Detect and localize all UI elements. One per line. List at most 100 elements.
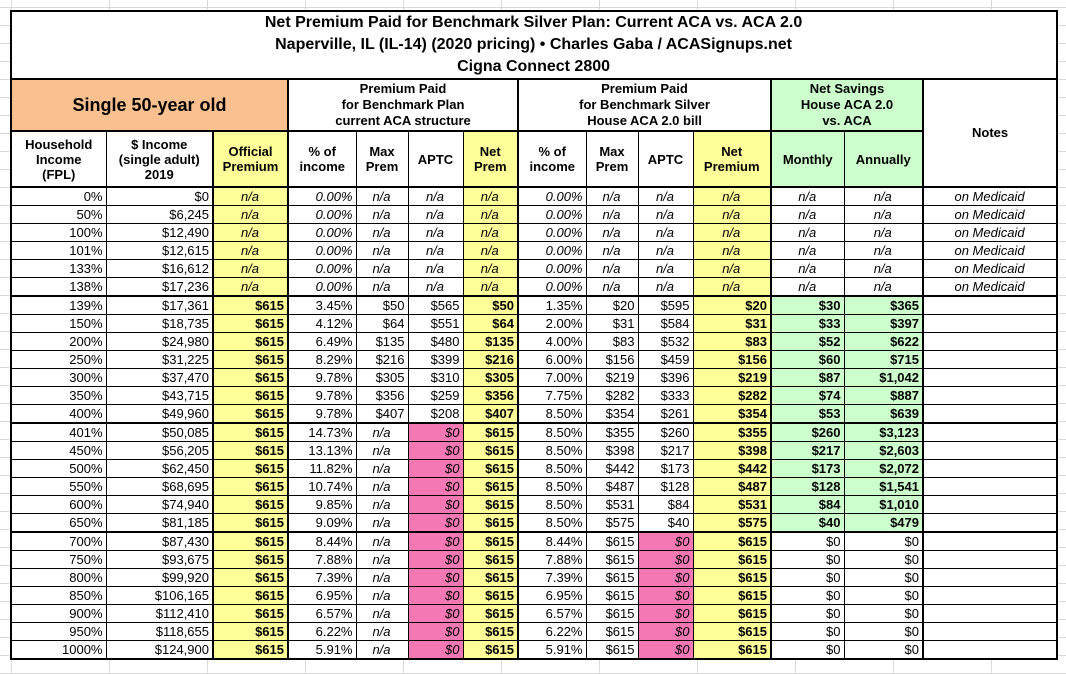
cell[interactable]: 7.39% <box>287 568 357 587</box>
cell[interactable]: $0 <box>843 550 924 569</box>
cell[interactable]: $2,072 <box>843 459 924 478</box>
cell[interactable]: n/a <box>585 241 639 260</box>
cell[interactable]: $615 <box>212 622 289 641</box>
cell[interactable]: $615 <box>212 314 289 333</box>
cell[interactable]: n/a <box>843 241 924 260</box>
cell[interactable]: n/a <box>407 186 464 206</box>
cell[interactable]: 700% <box>10 531 107 551</box>
cell[interactable]: $355 <box>692 422 772 442</box>
cell[interactable]: 8.50% <box>517 477 587 496</box>
cell[interactable]: n/a <box>355 241 409 260</box>
cell[interactable]: 13.13% <box>287 441 357 460</box>
cell[interactable]: $0 <box>843 640 924 660</box>
cell[interactable]: n/a <box>407 205 464 224</box>
cell[interactable]: $407 <box>462 404 519 424</box>
cell[interactable]: $615 <box>212 604 289 623</box>
cell[interactable]: 4.00% <box>517 332 587 351</box>
cell[interactable]: $260 <box>637 422 694 442</box>
cell[interactable]: 7.75% <box>517 386 587 405</box>
cell[interactable]: 950% <box>10 622 107 641</box>
cell[interactable]: 8.50% <box>517 459 587 478</box>
cell[interactable]: $33 <box>770 314 845 333</box>
cell[interactable]: 4.12% <box>287 314 357 333</box>
cell[interactable]: $31 <box>692 314 772 333</box>
cell[interactable]: $442 <box>692 459 772 478</box>
header-house-pct-of-income[interactable]: % of income <box>517 130 587 188</box>
header-house-max-prem[interactable]: Max Prem <box>585 130 639 188</box>
table-title[interactable]: Net Premium Paid for Benchmark Silver Pl… <box>10 10 1058 80</box>
cell[interactable]: n/a <box>355 441 409 460</box>
cell[interactable] <box>921 314 1058 333</box>
cell[interactable]: n/a <box>692 259 772 278</box>
cell[interactable]: $0 <box>407 422 464 442</box>
group-header-current-aca[interactable]: Premium Paid for Benchmark Plan current … <box>287 78 519 132</box>
cell[interactable]: $0 <box>407 495 464 514</box>
cell[interactable]: $50 <box>355 295 409 315</box>
cell[interactable]: n/a <box>843 205 924 224</box>
cell[interactable]: $0 <box>407 531 464 551</box>
cell[interactable]: $64 <box>355 314 409 333</box>
cell[interactable]: 0.00% <box>517 241 587 260</box>
cell[interactable]: $565 <box>407 295 464 315</box>
cell[interactable]: n/a <box>355 531 409 551</box>
cell[interactable]: on Medicaid <box>921 241 1058 260</box>
cell[interactable]: $208 <box>407 404 464 424</box>
cell[interactable]: $615 <box>585 640 639 660</box>
cell[interactable]: $0 <box>637 622 694 641</box>
cell[interactable]: on Medicaid <box>921 205 1058 224</box>
cell[interactable]: $0 <box>770 531 845 551</box>
cell[interactable]: $282 <box>585 386 639 405</box>
cell[interactable]: 9.78% <box>287 404 357 424</box>
cell[interactable]: $442 <box>585 459 639 478</box>
cell[interactable]: 9.85% <box>287 495 357 514</box>
cell[interactable] <box>921 495 1058 514</box>
cell[interactable]: $135 <box>355 332 409 351</box>
cell[interactable]: $0 <box>843 568 924 587</box>
cell[interactable]: 350% <box>10 386 107 405</box>
cell[interactable]: n/a <box>355 422 409 442</box>
cell[interactable]: $6,245 <box>105 205 214 224</box>
cell[interactable]: $615 <box>212 350 289 369</box>
cell[interactable]: $615 <box>212 477 289 496</box>
cell[interactable]: 14.73% <box>287 422 357 442</box>
cell[interactable]: $487 <box>585 477 639 496</box>
cell[interactable]: n/a <box>407 259 464 278</box>
cell[interactable]: $397 <box>843 314 924 333</box>
cell[interactable]: $217 <box>637 441 694 460</box>
cell[interactable]: 0.00% <box>517 259 587 278</box>
cell[interactable]: n/a <box>355 495 409 514</box>
cell[interactable]: 0.00% <box>517 223 587 242</box>
cell[interactable]: 7.88% <box>517 550 587 569</box>
cell[interactable]: $52 <box>770 332 845 351</box>
cell[interactable]: $615 <box>212 531 289 551</box>
cell[interactable]: $12,615 <box>105 241 214 260</box>
cell[interactable]: n/a <box>212 241 289 260</box>
cell[interactable]: $0 <box>637 550 694 569</box>
cell[interactable]: n/a <box>355 186 409 206</box>
cell[interactable]: $615 <box>462 441 519 460</box>
cell[interactable]: n/a <box>843 223 924 242</box>
cell[interactable]: 750% <box>10 550 107 569</box>
cell[interactable]: $219 <box>585 368 639 387</box>
cell[interactable]: $53 <box>770 404 845 424</box>
cell[interactable]: 250% <box>10 350 107 369</box>
cell[interactable]: $615 <box>212 368 289 387</box>
cell[interactable]: $584 <box>637 314 694 333</box>
cell[interactable]: n/a <box>843 277 924 297</box>
cell[interactable]: 500% <box>10 459 107 478</box>
cell[interactable] <box>921 622 1058 641</box>
cell[interactable]: $0 <box>637 568 694 587</box>
cell[interactable]: 6.22% <box>517 622 587 641</box>
cell[interactable]: n/a <box>462 223 519 242</box>
cell[interactable]: $31 <box>585 314 639 333</box>
cell[interactable]: n/a <box>355 259 409 278</box>
cell[interactable]: 1.35% <box>517 295 587 315</box>
cell[interactable]: $83 <box>692 332 772 351</box>
cell[interactable]: $81,185 <box>105 513 214 533</box>
cell[interactable]: $615 <box>692 640 772 660</box>
cell[interactable]: n/a <box>355 223 409 242</box>
cell[interactable]: 6.57% <box>287 604 357 623</box>
cell[interactable]: 8.50% <box>517 495 587 514</box>
cell[interactable]: $622 <box>843 332 924 351</box>
cell[interactable]: $615 <box>212 640 289 660</box>
